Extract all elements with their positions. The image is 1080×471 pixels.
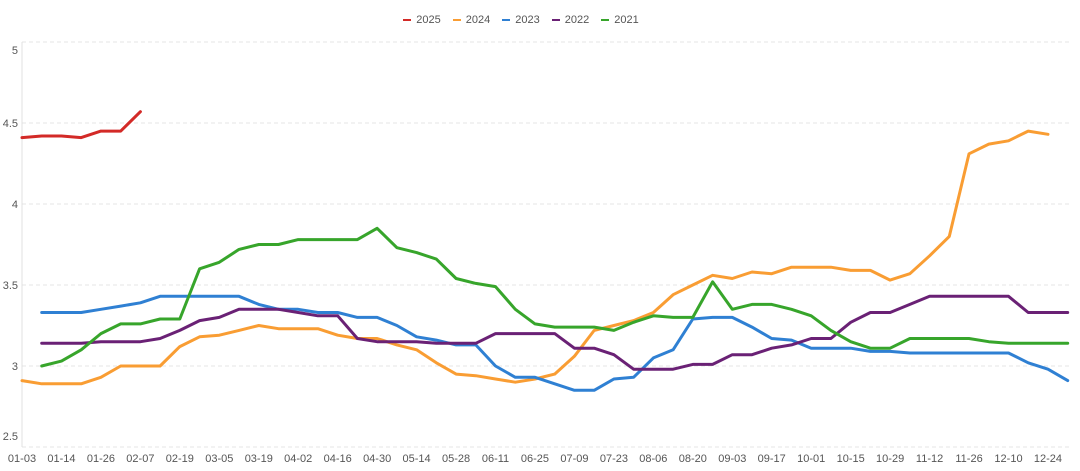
legend-marker: [403, 19, 412, 21]
legend: 2025 2024 2023 2022 2021: [0, 14, 1042, 26]
y-tick-label: 3.5: [3, 280, 18, 292]
legend-label: 2021: [614, 14, 639, 26]
x-tick-label: 01-14: [47, 453, 75, 465]
x-tick-label: 03-05: [205, 453, 233, 465]
x-tick-label: 08-06: [639, 453, 667, 465]
x-tick-label: 05-28: [442, 453, 470, 465]
y-tick-label: 4: [12, 199, 18, 211]
x-tick-label: 01-03: [8, 453, 36, 465]
x-tick-label: 02-19: [166, 453, 194, 465]
x-tick-label: 06-11: [482, 453, 509, 465]
legend-item-series-4[interactable]: 2021: [601, 14, 639, 26]
x-tick-label: 07-23: [600, 453, 628, 465]
y-tick-label: 5: [12, 45, 18, 57]
series-line-2021: [40, 226, 1070, 368]
x-tick-label: 04-16: [324, 453, 352, 465]
x-tick-label: 10-29: [876, 453, 904, 465]
legend-marker: [601, 19, 610, 21]
legend-item-series-2[interactable]: 2023: [502, 14, 540, 26]
x-tick-label: 12-24: [1034, 453, 1062, 465]
axis-layer: 2.5 3 3.5 4 4.5 5 01-03 01-14 01-26 02-07 02-19 03-…: [3, 42, 1062, 465]
x-tick-label: 01-26: [87, 453, 115, 465]
legend-label: 2022: [564, 14, 590, 26]
legend-label: 2025: [416, 14, 441, 26]
x-tick-label: 03-19: [245, 453, 273, 465]
x-tick-label: 10-15: [837, 453, 865, 465]
x-tick-label: 10-01: [797, 453, 825, 465]
y-tick-label: 2.5: [3, 431, 18, 443]
series-line-2023: [40, 294, 1070, 392]
legend-item-series-3[interactable]: 2022: [551, 14, 590, 26]
legend-item-series-1[interactable]: 2024: [452, 14, 491, 26]
legend-item-series-0[interactable]: 2025: [403, 14, 441, 26]
series-line-2022: [40, 294, 1070, 371]
x-tick-label: 02-07: [126, 453, 154, 465]
x-tick-label: 04-30: [363, 453, 391, 465]
x-tick-label: 08-20: [679, 453, 707, 465]
x-tick-label: 06-25: [521, 453, 549, 465]
y-tick-label: 3: [12, 361, 18, 373]
legend-marker: [551, 19, 560, 21]
legend-marker: [502, 19, 511, 21]
x-tick-label: 07-09: [560, 453, 588, 465]
grid-layer: [22, 41, 1070, 448]
x-tick-label: 05-14: [403, 453, 431, 465]
series-layer: [20, 110, 1070, 392]
x-tick-label: 12-10: [994, 453, 1022, 465]
x-tick-label: 09-03: [718, 453, 746, 465]
series-line-2025: [20, 110, 142, 140]
x-tick-label: 11-26: [955, 453, 982, 465]
legend-marker: [452, 19, 461, 21]
series-line-2024: [20, 129, 1050, 386]
y-tick-label: 4.5: [3, 118, 18, 130]
x-tick-label: 09-17: [758, 453, 786, 465]
x-tick-label: 11-12: [916, 453, 943, 465]
x-tick-label: 04-02: [284, 453, 312, 465]
legend-label: 2024: [465, 14, 491, 26]
legend-label: 2023: [515, 14, 540, 26]
